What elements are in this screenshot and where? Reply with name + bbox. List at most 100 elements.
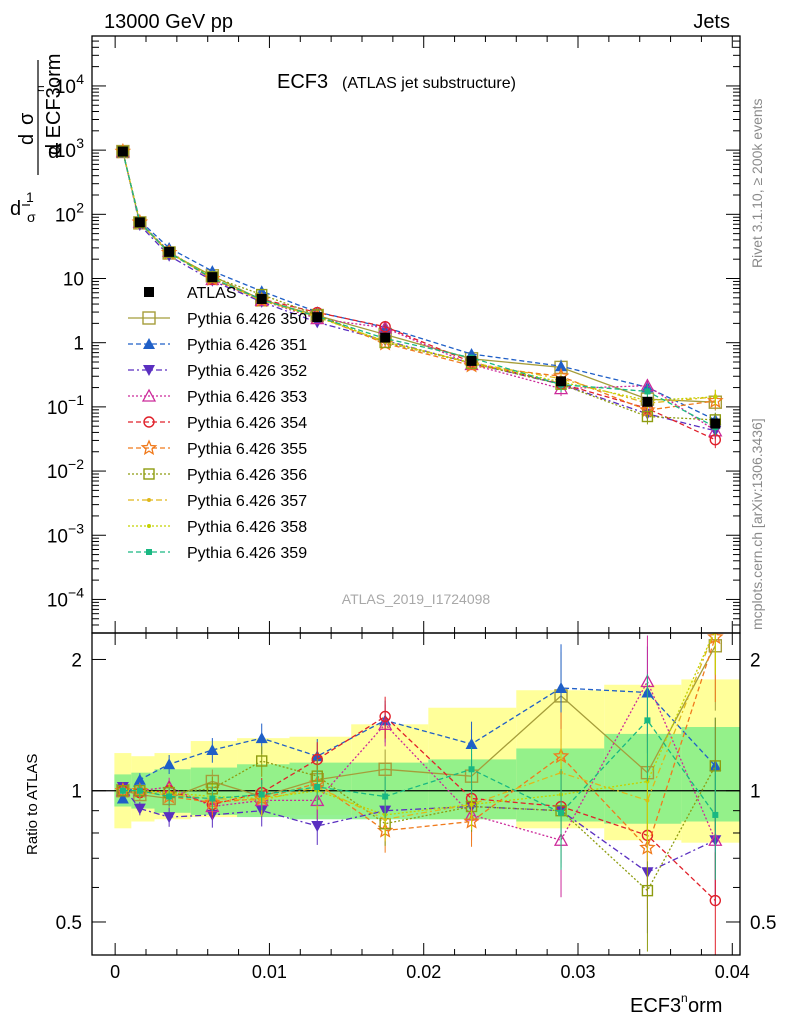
svg-text:−1: −1 <box>68 392 84 408</box>
series-351-ratio-point <box>133 773 146 785</box>
ratio-y-tick-label-right: 2 <box>750 650 761 671</box>
svg-text:σ: σ <box>16 112 38 125</box>
svg-text:10: 10 <box>55 77 76 98</box>
legend-marker <box>143 365 155 376</box>
series-359-ratio-point <box>209 795 216 802</box>
legend-label: ATLAS <box>187 285 237 302</box>
svg-text:10: 10 <box>63 270 84 291</box>
legend-marker <box>141 388 157 402</box>
watermark: ATLAS_2019_I1724098 <box>342 591 491 607</box>
legend-marker <box>144 287 154 297</box>
x-tick-label: 0.03 <box>560 962 595 982</box>
legend-label: Pythia 6.426 359 <box>187 545 307 562</box>
legend-marker <box>147 524 151 528</box>
series-359-ratio-point <box>166 793 173 800</box>
series-359-point <box>644 388 651 395</box>
series-351-line <box>122 152 716 421</box>
x-tick-label: 0.04 <box>715 962 750 982</box>
svg-text:−3: −3 <box>68 520 84 536</box>
y-tick-label: 210 <box>55 199 84 226</box>
y-tick-label: 410 <box>55 71 84 98</box>
atlas-data-point <box>642 396 653 407</box>
series-358-ratio-point <box>469 802 474 807</box>
series-358-ratio-line <box>122 633 715 816</box>
atlas-data-point <box>312 312 323 323</box>
series-354-ratio-point <box>709 894 722 907</box>
svg-text:10: 10 <box>47 590 68 611</box>
legend-entry-357: Pythia 6.426 357 <box>128 493 307 510</box>
legend-label: Pythia 6.426 356 <box>187 467 307 484</box>
series-354-ratio-point <box>379 710 391 723</box>
ratio-frame <box>91 632 741 956</box>
atlas-data-point <box>207 272 218 283</box>
series-359-ratio-point <box>119 787 126 794</box>
legend-marker <box>146 549 152 555</box>
title-main: ECF3 <box>277 71 328 93</box>
atlas-data-point <box>134 217 145 228</box>
series-359-ratio-point <box>712 811 719 818</box>
atlas-data-point <box>380 332 391 343</box>
series-359-line <box>122 151 716 428</box>
svg-text:d: d <box>48 141 59 163</box>
ratio-y-tick-label-left: 2 <box>71 650 82 671</box>
title-sub: (ATLAS jet substructure) <box>342 75 516 92</box>
atlas-data-point <box>256 293 267 304</box>
series-351-ratio-point <box>116 792 129 804</box>
y-tick-label: −410 <box>47 584 84 611</box>
side-site: mcplots.cern.ch [arXiv:1306.3436] <box>749 418 765 630</box>
legend-entry-atlas: ATLAS <box>144 285 237 302</box>
svg-text:4: 4 <box>76 71 84 87</box>
legend: ATLAS Pythia 6.426 350 Pythia 6.426 351 Pyt… <box>128 285 307 562</box>
legend-marker <box>143 338 155 349</box>
series-350-ratio-point <box>378 762 392 776</box>
legend-label: Pythia 6.426 353 <box>187 389 307 406</box>
x-tick-label: 0.02 <box>406 962 441 982</box>
legend-entry-353: Pythia 6.426 353 <box>128 388 307 406</box>
legend-entry-352: Pythia 6.426 352 <box>128 363 307 380</box>
legend-label: Pythia 6.426 358 <box>187 519 307 536</box>
svg-text:d: d <box>16 134 38 145</box>
series-352-ratio-point <box>133 803 146 815</box>
legend-entry-358: Pythia 6.426 358 <box>128 519 307 536</box>
legend-marker <box>143 468 155 480</box>
series-358-ratio-point <box>713 627 717 631</box>
series-353-ratio-line <box>122 680 716 841</box>
atlas-data-point <box>164 246 175 257</box>
top-y-axis-label: d 1 σ d d σ d ECF3 n orm <box>10 54 65 225</box>
series-351-ratio-point <box>465 737 478 749</box>
series-358-ratio-point <box>645 779 650 784</box>
svg-text:10: 10 <box>47 398 68 419</box>
svg-text:1: 1 <box>26 189 34 205</box>
ratio-band-inner <box>681 727 740 822</box>
legend-marker <box>147 498 151 502</box>
energy-label: 13000 GeV pp <box>104 11 233 33</box>
atlas-data-point <box>117 146 128 157</box>
svg-text:10: 10 <box>55 141 76 162</box>
series-351-point <box>555 360 568 372</box>
series-352-ratio-point <box>311 821 324 833</box>
svg-text:orm: orm <box>43 54 65 88</box>
side-rivet: Rivet 3.1.10, ≥ 200k events <box>749 98 765 268</box>
atlas-data-point <box>466 355 477 366</box>
series-357-ratio-point <box>713 627 717 631</box>
y-tick-label: 1 <box>73 334 84 355</box>
series-359-ratio-point <box>382 793 389 800</box>
y-tick-label: 10 <box>63 270 84 291</box>
legend-label: Pythia 6.426 352 <box>187 363 307 380</box>
legend-marker <box>142 311 156 325</box>
series-359-ratio-point <box>258 791 265 798</box>
series-352-ratio-point <box>163 812 176 824</box>
svg-text:10: 10 <box>47 526 68 547</box>
svg-text:3: 3 <box>76 135 84 151</box>
ratio-panel: 0 0.01 0.02 0.03 0.04 0.5 0.5 1 1 2 2 <box>56 627 776 982</box>
x-axis-label: ECF3 n orm <box>630 991 722 1017</box>
ratio-y-tick-label-right: 0.5 <box>750 913 776 934</box>
series-358-point <box>713 394 718 399</box>
svg-text:orm: orm <box>688 995 722 1017</box>
svg-text:−4: −4 <box>68 584 84 600</box>
series-351-ratio-line <box>122 687 716 799</box>
legend-label: Pythia 6.426 350 <box>187 311 307 328</box>
series-359-ratio-point <box>314 783 321 790</box>
